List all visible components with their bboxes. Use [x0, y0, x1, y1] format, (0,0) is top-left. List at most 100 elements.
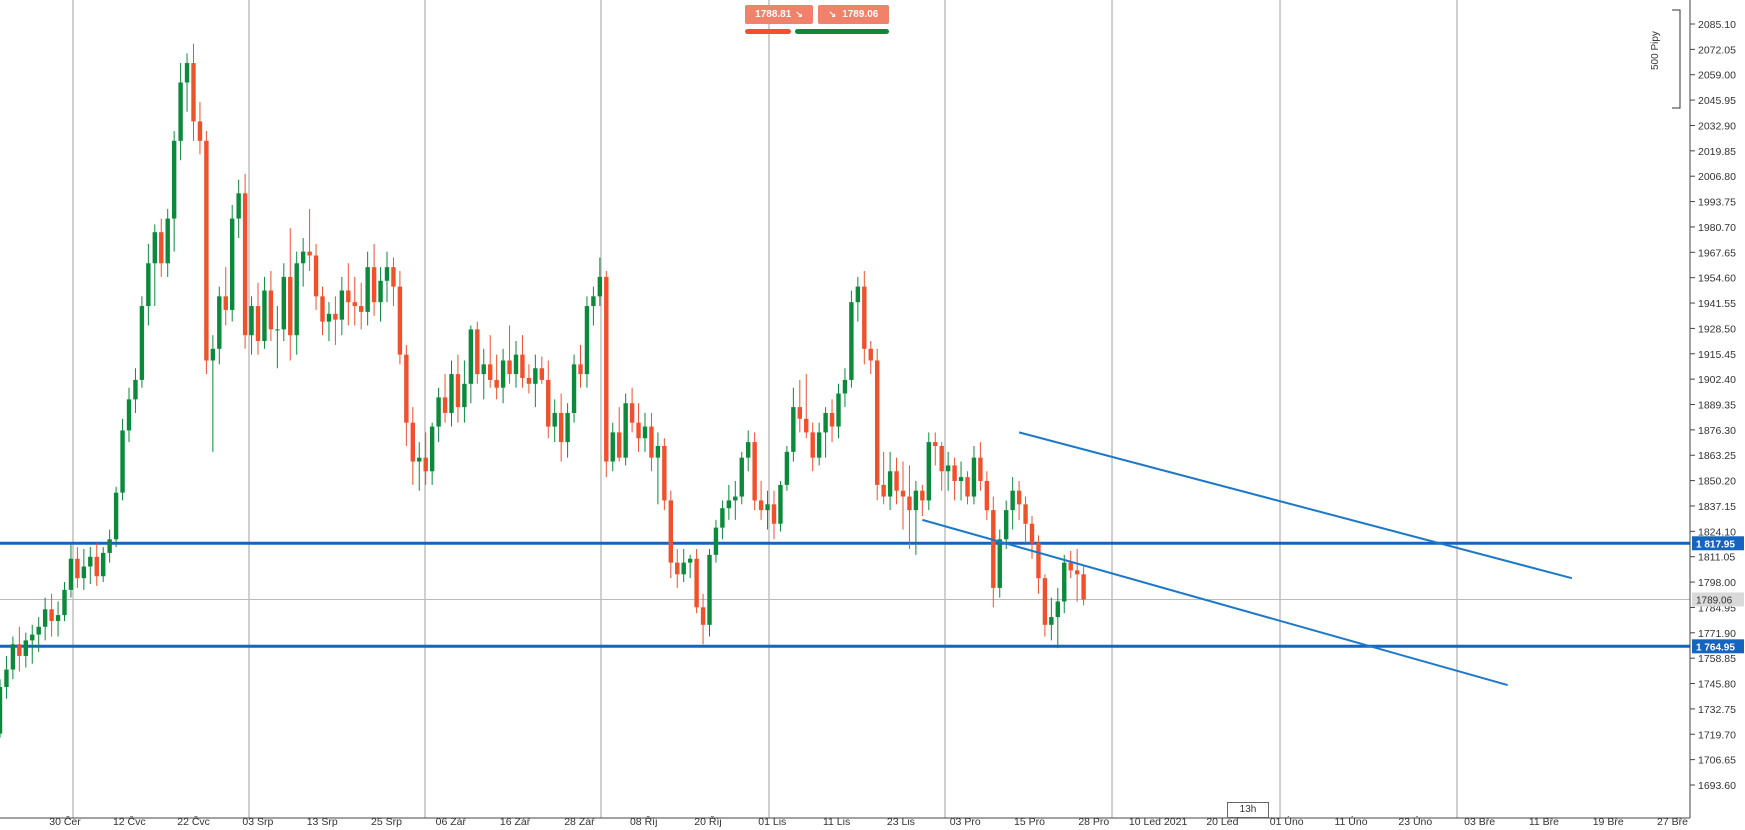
candle-body: [636, 422, 641, 439]
candle: [758, 480, 764, 520]
candle-body: [965, 477, 970, 497]
candle-body: [236, 193, 241, 219]
candle-body: [184, 63, 190, 83]
candle-body: [694, 558, 699, 608]
buy-volume-bar: [795, 29, 889, 34]
candle: [1049, 597, 1054, 641]
candle: [836, 383, 841, 439]
candle-body: [836, 393, 841, 427]
timeframe-badge[interactable]: 13h: [1227, 802, 1269, 818]
candle: [320, 286, 325, 336]
pip-scale-bracket: [1672, 9, 1681, 109]
price-tick-label: 1967.65: [1698, 247, 1736, 259]
candle-body: [842, 379, 848, 394]
candle: [17, 626, 22, 672]
candle: [584, 296, 590, 388]
candle: [829, 399, 835, 443]
candle-body: [359, 306, 364, 312]
candle: [455, 354, 461, 423]
candle-body: [1049, 617, 1054, 625]
date-tick-label: 11 Bře: [1529, 816, 1559, 828]
candle-body: [133, 379, 138, 400]
candle-body: [488, 364, 493, 380]
candle-body: [707, 554, 712, 625]
candle-body: [1016, 490, 1022, 505]
candle: [733, 480, 738, 520]
candle-body: [952, 465, 957, 481]
candle-body: [288, 276, 293, 336]
candle-body: [720, 508, 725, 528]
candle: [913, 480, 919, 555]
candle: [481, 348, 486, 400]
date-tick-label: 03 Srp: [242, 816, 273, 828]
date-tick-label: 03 Bře: [1464, 816, 1495, 828]
candle: [533, 354, 538, 408]
candle: [133, 368, 138, 413]
candle: [739, 451, 744, 505]
candle: [384, 251, 390, 303]
candle: [326, 302, 332, 342]
price-tick-label: 2085.10: [1698, 19, 1736, 31]
candle-body: [565, 412, 570, 443]
candle-body: [210, 348, 216, 361]
candle-body: [849, 302, 854, 380]
price-tick-label: 1811.05: [1698, 552, 1735, 564]
candle-body: [0, 687, 3, 734]
candle: [442, 374, 448, 423]
sell-quote-button[interactable]: 1788.81 ↘: [745, 5, 813, 24]
candle: [288, 228, 293, 361]
candle-body: [797, 407, 802, 419]
candle: [165, 208, 170, 277]
candle-body: [159, 232, 164, 264]
price-tick-label: 1876.30: [1698, 425, 1736, 437]
buy-quote-button[interactable]: ↘ 1789.06: [818, 5, 889, 24]
candle: [146, 243, 151, 326]
candle: [10, 636, 16, 680]
date-tick-label: 11 Úno: [1334, 815, 1367, 828]
candle-body: [945, 465, 951, 472]
candle-body: [668, 500, 673, 563]
candle-body: [1036, 543, 1041, 579]
price-tick-label: 1902.40: [1698, 374, 1736, 386]
price-tick-label: 1719.70: [1698, 729, 1736, 741]
candle-body: [1074, 570, 1080, 575]
price-axis[interactable]: 2085.10 2072.05 2059.00 2045.95 2032.90 2019.…: [1672, 0, 1736, 818]
sell-volume-bar: [745, 29, 791, 34]
candle-body: [700, 607, 706, 625]
candle: [591, 286, 596, 326]
candle: [139, 296, 145, 388]
candle-body: [649, 426, 654, 458]
candle-body: [42, 609, 48, 627]
candle: [300, 238, 306, 287]
date-tick-label: 01 Lis: [758, 816, 786, 828]
candle-body: [739, 457, 744, 497]
candle-body: [62, 589, 67, 616]
candle: [365, 251, 370, 326]
candle: [952, 457, 957, 501]
date-tick-label: 08 Říj: [630, 815, 657, 828]
candle: [655, 432, 661, 505]
candle-body: [436, 397, 441, 427]
candle: [539, 356, 544, 384]
candle-body: [546, 379, 551, 427]
price-tick-label: 2072.05: [1698, 44, 1736, 56]
candle-body: [984, 480, 990, 511]
candle: [991, 496, 996, 608]
candle: [965, 471, 970, 505]
price-tick-label: 2032.90: [1698, 120, 1736, 132]
trend-lines[interactable]: [922, 431, 1573, 687]
candle: [81, 549, 87, 590]
candle-body: [197, 121, 203, 141]
price-tick-label: 1758.85: [1698, 653, 1736, 665]
candle-body: [126, 399, 132, 431]
candle: [797, 379, 802, 433]
candle: [810, 422, 815, 472]
candle: [23, 632, 28, 668]
candle-body: [249, 306, 254, 336]
date-axis[interactable]: 30 Čer 12 Čvc 22 Čvc 03 Srp 13 Srp 25 Srp 06 Z…: [0, 815, 1690, 828]
price-tick-label: 1863.25: [1698, 450, 1736, 462]
candle: [597, 257, 603, 307]
candle-body: [539, 368, 544, 380]
candle: [126, 387, 132, 443]
